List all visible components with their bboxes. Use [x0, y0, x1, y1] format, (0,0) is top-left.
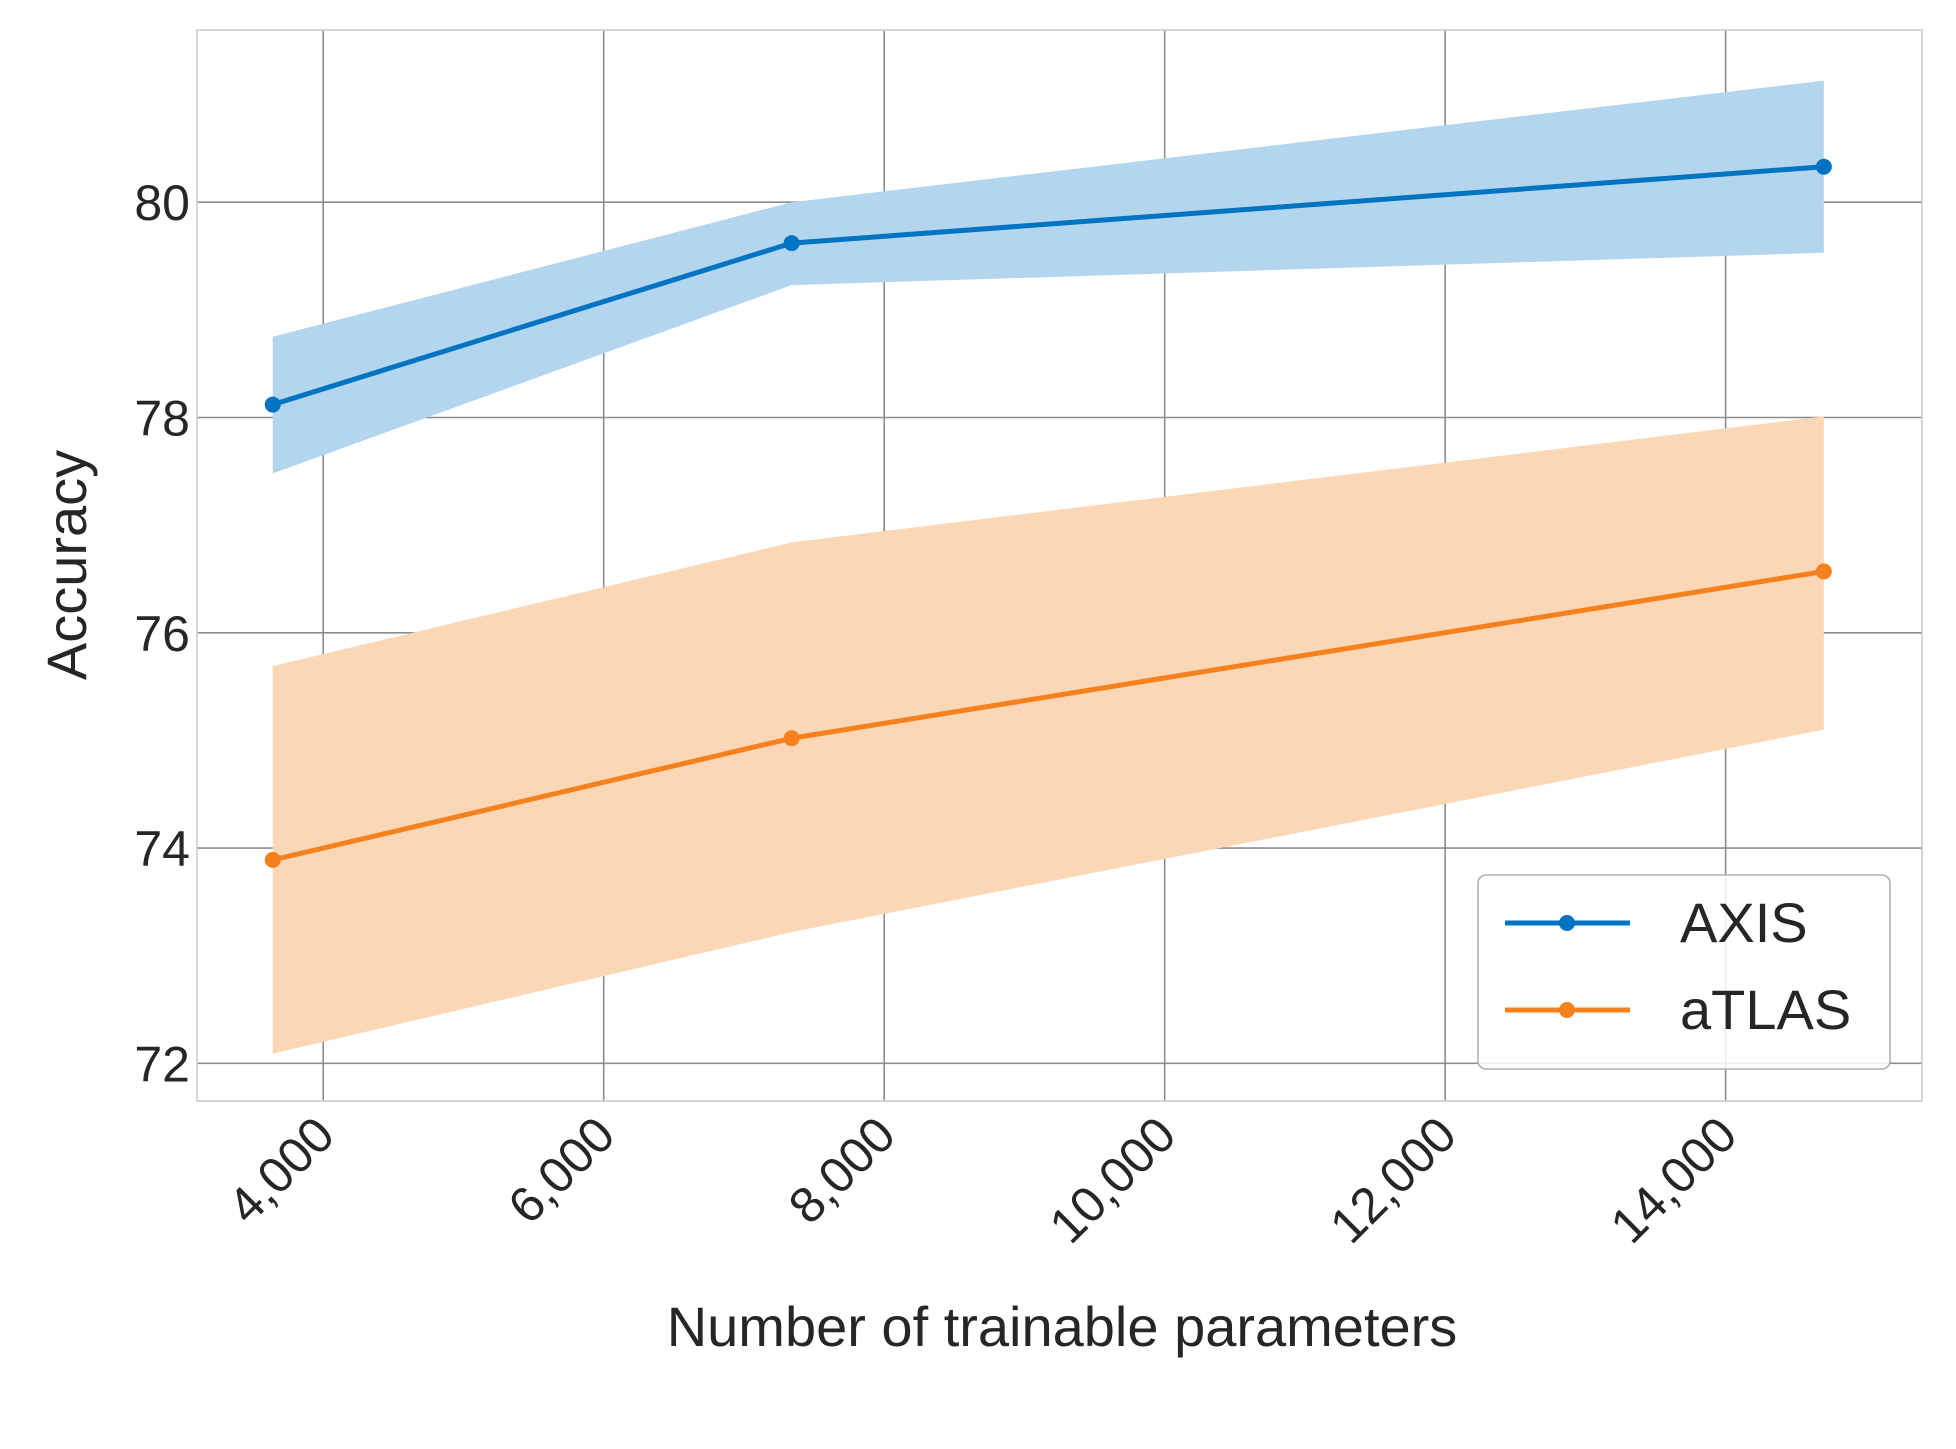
data-point: [264, 851, 281, 868]
y-tick-label: 72: [134, 1036, 190, 1092]
y-tick-label: 76: [134, 606, 190, 662]
x-tick-label: 6,000: [497, 1106, 625, 1234]
x-tick-label: 14,000: [1600, 1106, 1748, 1254]
band-series-2: [272, 416, 1824, 1054]
x-tick-label: 12,000: [1319, 1106, 1467, 1254]
data-point: [264, 396, 281, 413]
x-tick-label: 8,000: [778, 1106, 906, 1234]
legend-marker-2: [1559, 1002, 1575, 1018]
band-series-1: [272, 80, 1824, 474]
y-axis-label: Accuracy: [35, 450, 98, 680]
legend-label-1: AXIS: [1680, 891, 1808, 954]
data-point: [1815, 158, 1832, 175]
x-axis-label: Number of trainable parameters: [667, 1295, 1458, 1358]
plot-border: [196, 29, 1923, 1102]
legend-marker-1: [1559, 915, 1575, 931]
y-tick-label: 78: [134, 390, 190, 446]
x-tick-label: 4,000: [217, 1106, 345, 1234]
legend: AXIS aTLAS: [1477, 874, 1891, 1070]
y-tick-label: 74: [134, 821, 190, 877]
y-tick-label: 80: [134, 175, 190, 231]
data-point: [1815, 563, 1832, 580]
legend-label-2: aTLAS: [1680, 978, 1851, 1041]
plot-frame: [196, 29, 1923, 1102]
series-lines: [264, 158, 1832, 868]
data-point: [783, 730, 800, 747]
data-point: [783, 235, 800, 252]
x-tick-label: 10,000: [1039, 1106, 1187, 1254]
confidence-bands: [272, 80, 1824, 1054]
